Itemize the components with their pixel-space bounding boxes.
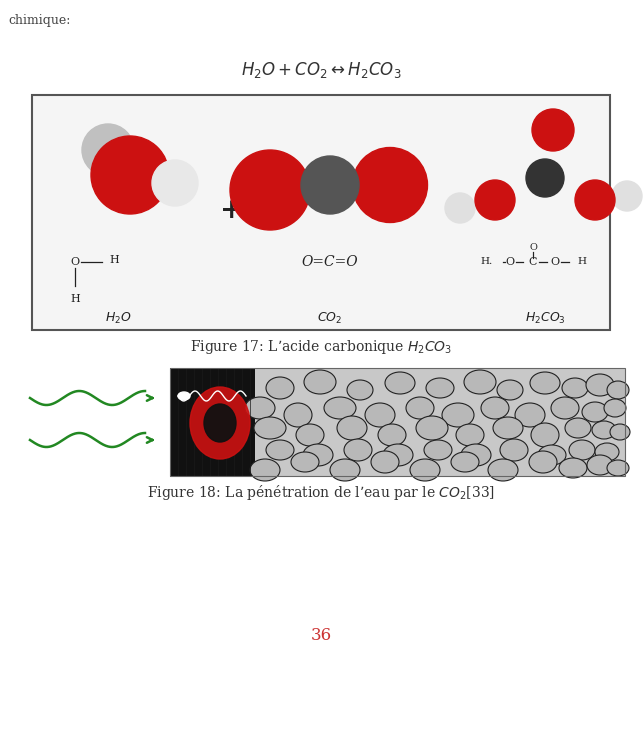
Ellipse shape [330,459,360,481]
Ellipse shape [530,372,560,394]
Text: =: = [443,197,467,224]
Text: $H_2O + CO_2 \leftrightarrow H_2CO_3$: $H_2O + CO_2 \leftrightarrow H_2CO_3$ [240,60,401,80]
Ellipse shape [383,444,413,466]
Ellipse shape [91,136,169,214]
Ellipse shape [592,421,616,439]
Ellipse shape [531,423,559,447]
Ellipse shape [464,370,496,394]
Ellipse shape [82,124,134,176]
Ellipse shape [296,424,324,446]
Ellipse shape [575,180,615,220]
Bar [170,368,625,476]
Ellipse shape [371,451,399,473]
Ellipse shape [551,397,579,419]
Ellipse shape [337,416,367,440]
Ellipse shape [461,444,491,466]
Text: O: O [71,257,80,267]
Ellipse shape [445,193,475,223]
Ellipse shape [424,440,452,460]
Ellipse shape [538,445,566,465]
Ellipse shape [559,458,587,478]
Ellipse shape [230,150,310,230]
Ellipse shape [475,180,515,220]
Ellipse shape [245,397,275,419]
Text: C: C [529,257,538,267]
Ellipse shape [532,109,574,151]
Ellipse shape [562,378,588,398]
Text: H: H [70,294,80,304]
Ellipse shape [152,160,198,206]
Ellipse shape [416,416,448,440]
Text: $H_2CO_3$: $H_2CO_3$ [525,311,565,326]
Ellipse shape [266,440,294,460]
Ellipse shape [304,370,336,394]
Ellipse shape [254,417,286,439]
Ellipse shape [456,424,484,446]
Text: O: O [505,257,514,267]
Ellipse shape [266,377,294,399]
Ellipse shape [442,403,474,427]
Ellipse shape [493,417,523,439]
Ellipse shape [607,381,629,399]
Text: H: H [577,258,586,267]
Ellipse shape [565,418,591,438]
Ellipse shape [526,159,564,197]
Bar [255,368,625,476]
Ellipse shape [500,439,528,461]
Ellipse shape [604,399,626,417]
Text: +: + [221,197,244,224]
Ellipse shape [301,156,359,214]
Ellipse shape [250,459,280,481]
Ellipse shape [587,455,613,475]
Bar [32,95,610,330]
Ellipse shape [365,403,395,427]
Ellipse shape [352,148,428,223]
Text: O: O [550,257,559,267]
Ellipse shape [529,451,557,473]
Ellipse shape [610,424,630,440]
Ellipse shape [410,459,440,481]
Ellipse shape [284,403,312,427]
Text: Figure 17: L’acide carbonique $H_2CO_3$: Figure 17: L’acide carbonique $H_2CO_3$ [190,338,452,356]
Ellipse shape [178,392,190,400]
Ellipse shape [303,444,333,466]
Text: O: O [529,244,537,253]
Text: chimique:: chimique: [8,14,70,27]
Ellipse shape [291,452,319,472]
Ellipse shape [569,440,595,460]
Ellipse shape [406,397,434,419]
Ellipse shape [378,424,406,446]
Text: H.: H. [481,258,493,267]
Text: Figure 18: La pénétration de l’eau par le $CO_2$[33]: Figure 18: La pénétration de l’eau par l… [147,483,495,501]
Ellipse shape [451,452,479,472]
Ellipse shape [344,439,372,461]
Ellipse shape [324,397,356,419]
Bar [170,368,255,476]
Ellipse shape [497,380,523,400]
Ellipse shape [582,402,608,422]
Ellipse shape [204,404,236,442]
Ellipse shape [426,378,454,398]
Text: H: H [109,255,119,265]
Ellipse shape [595,443,619,461]
Ellipse shape [612,181,642,211]
Text: O=C=O: O=C=O [302,255,358,269]
Ellipse shape [515,403,545,427]
Ellipse shape [481,397,509,419]
Text: $CO_2$: $CO_2$ [318,311,343,326]
Ellipse shape [586,374,614,396]
Ellipse shape [347,380,373,400]
Ellipse shape [488,459,518,481]
Ellipse shape [607,460,629,476]
Text: $H_2O$: $H_2O$ [105,311,131,326]
Ellipse shape [190,387,250,459]
Text: 36: 36 [311,627,332,644]
Ellipse shape [385,372,415,394]
